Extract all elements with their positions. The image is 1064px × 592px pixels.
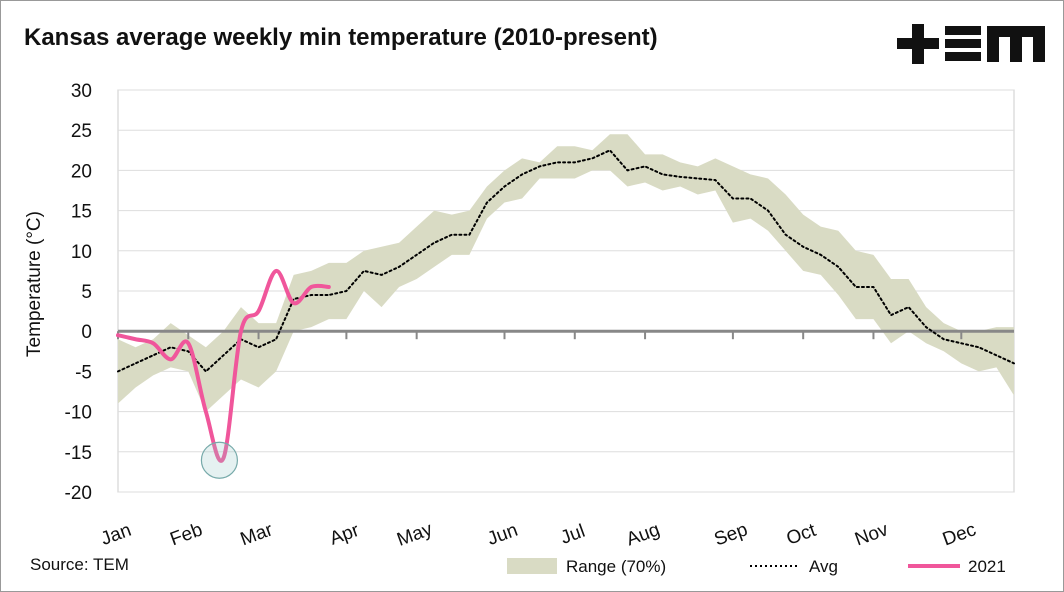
legend: Range (70%) Avg 2021 — [507, 557, 1006, 576]
logo — [897, 24, 1045, 64]
y-tick-label: 5 — [81, 282, 92, 303]
avg-line — [117, 149, 1015, 373]
y-tick-label: 30 — [71, 81, 92, 102]
y-tick-label: 10 — [71, 242, 92, 263]
y-tick-label: -15 — [65, 443, 92, 464]
source: Source: TEM — [30, 555, 129, 574]
y-tick-label: 15 — [71, 202, 92, 223]
y-axis-label: Temperature (°C) — [24, 211, 45, 357]
y-tick-label: -10 — [65, 403, 92, 424]
y-tick-label: 20 — [71, 161, 92, 182]
y-tick-label: 25 — [71, 121, 92, 142]
chart-title: Kansas average weekly min temperature (2… — [24, 24, 658, 51]
highlight-circle — [200, 441, 239, 479]
legend-label: 2021 — [968, 557, 1006, 576]
y-tick-label: -5 — [75, 362, 92, 383]
series-line — [116, 268, 331, 463]
y-tick-label: -20 — [65, 483, 92, 504]
range-band — [118, 134, 1014, 412]
legend-swatch — [507, 558, 557, 574]
y-tick-label: 0 — [81, 322, 92, 343]
legend-label: Avg — [809, 557, 838, 576]
legend-label: Range (70%) — [566, 557, 666, 576]
